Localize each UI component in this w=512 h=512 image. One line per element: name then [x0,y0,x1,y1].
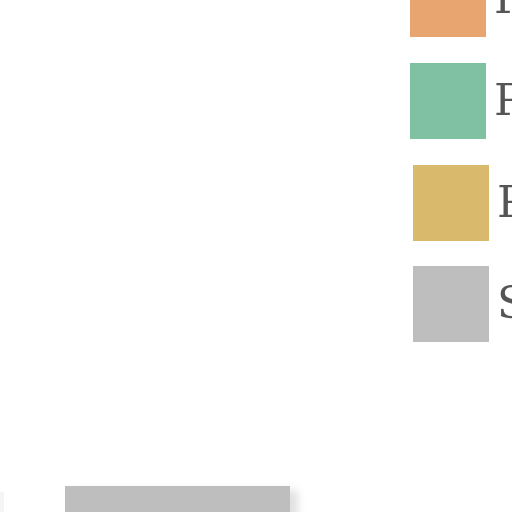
legend-swatch-1 [410,0,486,37]
legend-swatch-3 [413,165,489,241]
bar-shadow-edge [0,492,4,512]
legend-label-4: S [497,266,512,342]
legend-swatch-2 [410,63,486,139]
legend-label-3: P [497,177,512,228]
legend-item-4: S [413,266,512,342]
legend-label-2: P [494,75,512,126]
legend-item-1: P [410,0,512,37]
bar-segment [65,486,290,512]
legend-swatch-4 [413,266,489,342]
legend-item-3: P [413,165,512,241]
legend-label-1: P [494,0,512,37]
legend-item-2: P [410,63,512,139]
